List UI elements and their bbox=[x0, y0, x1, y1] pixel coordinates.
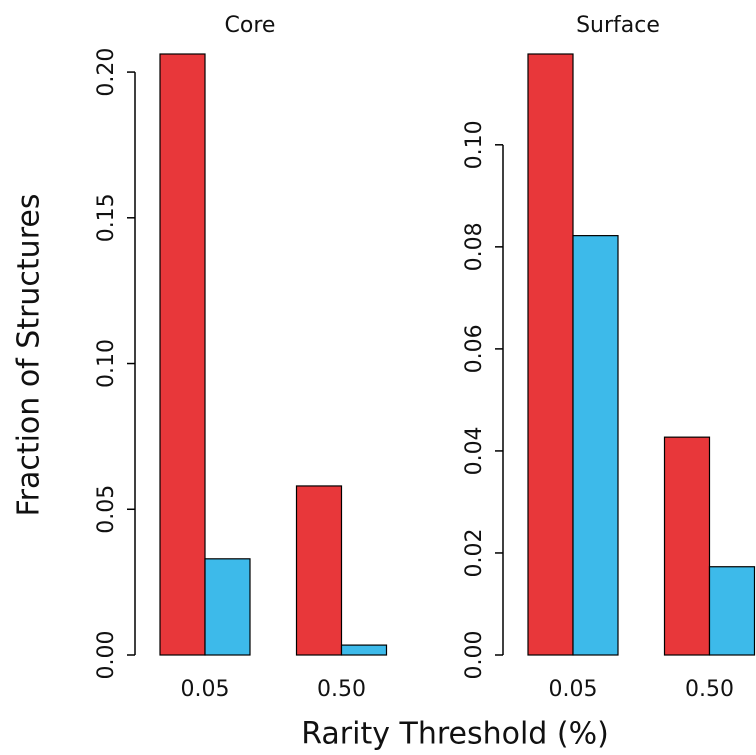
bar bbox=[708, 566, 756, 656]
y-tick-label: 0.15 bbox=[94, 193, 119, 242]
y-tick-label: 0.10 bbox=[462, 120, 487, 169]
y-tick-label: 0.20 bbox=[94, 48, 119, 97]
x-tick-label: 0.50 bbox=[685, 677, 734, 702]
y-tick-label: 0.04 bbox=[462, 426, 487, 475]
bar bbox=[204, 558, 251, 656]
x-tick-label: 0.05 bbox=[181, 677, 230, 702]
x-tick-label: 0.05 bbox=[549, 677, 598, 702]
bar bbox=[340, 644, 388, 656]
y-tick-label: 0.10 bbox=[94, 339, 119, 388]
y-tick-label: 0.08 bbox=[462, 222, 487, 271]
chart-title: Surface bbox=[576, 13, 660, 38]
y-tick-label: 0.00 bbox=[462, 631, 487, 680]
bar bbox=[572, 235, 619, 656]
y-tick-label: 0.06 bbox=[462, 324, 487, 373]
y-tick-label: 0.02 bbox=[462, 528, 487, 577]
x-tick-label: 0.50 bbox=[317, 677, 366, 702]
bar bbox=[527, 53, 574, 656]
y-tick-label: 0.00 bbox=[94, 631, 119, 680]
x-axis-label: Rarity Threshold (%) bbox=[301, 717, 609, 752]
chart-title: Core bbox=[225, 13, 276, 38]
bar bbox=[159, 53, 206, 656]
bar bbox=[295, 485, 343, 656]
bar bbox=[663, 436, 711, 656]
y-tick-label: 0.05 bbox=[94, 485, 119, 534]
y-axis-label: Fraction of Structures bbox=[12, 194, 47, 517]
